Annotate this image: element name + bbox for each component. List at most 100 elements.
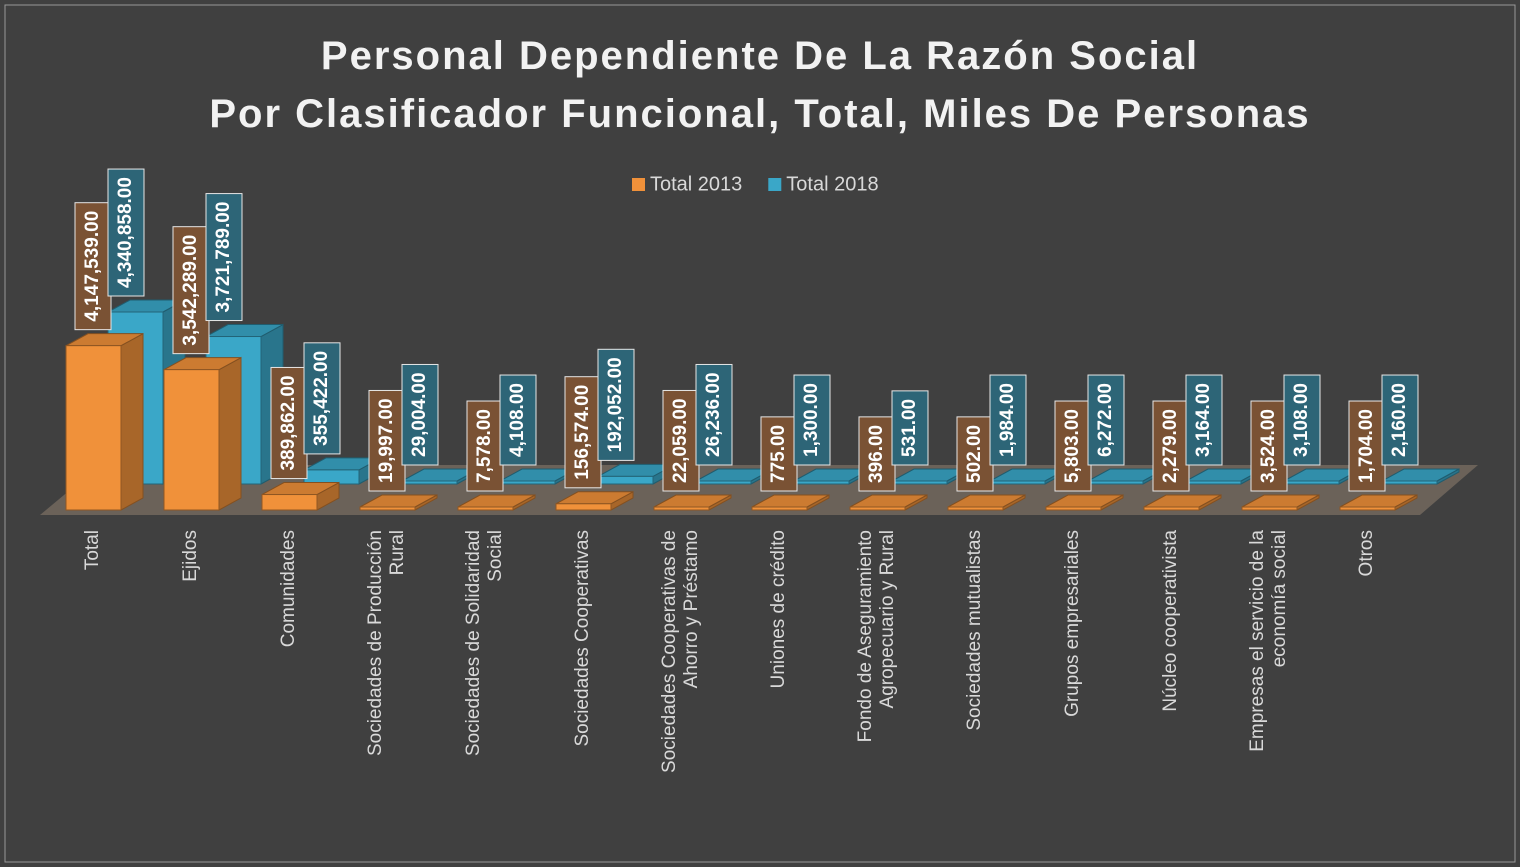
data-label: 531.00 xyxy=(899,399,920,457)
bar xyxy=(695,480,752,485)
data-label: 4,108.00 xyxy=(507,383,528,457)
data-label: 3,542,289.00 xyxy=(180,235,201,346)
data-label: 26,236.00 xyxy=(703,372,724,457)
bar-side xyxy=(120,332,144,511)
data-label-box xyxy=(793,374,831,466)
data-label-box xyxy=(107,168,145,297)
data-label-group: 29,004.00 xyxy=(401,363,439,466)
data-label: 3,108.00 xyxy=(1291,383,1312,457)
bar xyxy=(457,506,514,511)
x-tick-label: Núcleo cooperativista xyxy=(1160,530,1181,712)
data-label-box xyxy=(760,416,798,492)
data-label-group: 3,524.00 xyxy=(1250,400,1288,492)
data-label-group: 775.00 xyxy=(760,416,798,492)
data-label: 7,578.00 xyxy=(474,409,495,483)
data-label: 6,272.00 xyxy=(1095,383,1116,457)
bar xyxy=(793,480,850,485)
data-label-box xyxy=(205,193,243,322)
data-label: 3,721,789.00 xyxy=(213,202,234,313)
data-label: 1,984.00 xyxy=(997,383,1018,457)
data-label-box xyxy=(858,416,896,492)
data-label: 775.00 xyxy=(768,425,789,483)
data-label-group: 4,340,858.00 xyxy=(107,168,145,297)
bar xyxy=(1185,480,1242,485)
x-tick-label: Comunidades xyxy=(278,530,299,647)
bar xyxy=(653,506,710,511)
legend-swatch xyxy=(632,178,645,191)
data-label-group: 1,984.00 xyxy=(989,374,1027,466)
data-label-group: 1,300.00 xyxy=(793,374,831,466)
data-label-group: 3,108.00 xyxy=(1283,374,1321,466)
bar xyxy=(891,480,948,485)
bar xyxy=(1339,506,1396,511)
bar xyxy=(1381,480,1438,485)
bar xyxy=(947,506,1004,511)
bar xyxy=(1283,480,1340,485)
data-label-group: 4,147,539.00 xyxy=(74,202,112,331)
data-label-group: 355,422.00 xyxy=(303,342,341,455)
data-label-box xyxy=(1381,374,1419,466)
data-label-group: 3,721,789.00 xyxy=(205,193,243,322)
bar xyxy=(303,469,360,485)
bar xyxy=(499,480,556,485)
bar xyxy=(1143,506,1200,511)
bar xyxy=(849,506,906,511)
bar xyxy=(401,480,458,485)
legend-label: Total 2013 xyxy=(650,173,742,195)
bar xyxy=(163,369,220,511)
data-label: 192,052.00 xyxy=(605,357,626,452)
data-label: 1,300.00 xyxy=(801,383,822,457)
data-label-box xyxy=(1283,374,1321,466)
data-label-group: 1,704.00 xyxy=(1348,400,1386,492)
x-tick-label: Sociedades de SolidaridadSocial xyxy=(463,530,506,756)
data-label: 29,004.00 xyxy=(409,372,430,457)
bar xyxy=(359,506,416,511)
bar-side xyxy=(218,356,242,511)
x-tick-label: Grupos empresariales xyxy=(1062,530,1083,717)
data-label-group: 531.00 xyxy=(891,390,929,466)
data-label: 3,164.00 xyxy=(1193,383,1214,457)
data-label-group: 2,279.00 xyxy=(1152,400,1190,492)
data-label: 3,524.00 xyxy=(1258,409,1279,483)
x-tick-label: Sociedades Cooperativas deAhorro y Prést… xyxy=(659,530,702,773)
data-label-box xyxy=(956,416,994,492)
data-label-box xyxy=(303,342,341,455)
data-label: 4,340,858.00 xyxy=(115,177,136,288)
bar xyxy=(751,506,808,511)
data-label-box xyxy=(466,400,504,492)
data-label: 2,279.00 xyxy=(1160,409,1181,483)
data-label-box xyxy=(499,374,537,466)
bar xyxy=(1241,506,1298,511)
data-label-box xyxy=(74,202,112,331)
data-label-box xyxy=(1152,400,1190,492)
data-label: 2,160.00 xyxy=(1389,383,1410,457)
data-label-box xyxy=(401,363,439,466)
data-label-group: 4,108.00 xyxy=(499,374,537,466)
x-tick-label: Fondo de AseguramientoAgropecuario y Rur… xyxy=(855,530,898,742)
bar xyxy=(555,503,612,511)
data-label-group: 7,578.00 xyxy=(466,400,504,492)
data-label: 1,704.00 xyxy=(1356,409,1377,483)
data-label-box xyxy=(1185,374,1223,466)
data-label-box xyxy=(1250,400,1288,492)
chart-title: Personal Dependiente De La Razón Social P… xyxy=(209,34,1310,136)
data-label-box xyxy=(662,389,700,492)
data-label: 396.00 xyxy=(866,425,887,483)
x-tick-label: Otros xyxy=(1356,530,1377,576)
data-label-group: 389,862.00 xyxy=(270,366,308,480)
bar xyxy=(597,475,654,485)
x-tick-label: Sociedades mutualistas xyxy=(964,530,985,731)
data-label-group: 22,059.00 xyxy=(662,389,700,492)
bar xyxy=(1087,480,1144,485)
data-label-box xyxy=(1348,400,1386,492)
data-label-group: 3,542,289.00 xyxy=(172,226,210,355)
x-tick-label: Total xyxy=(82,530,103,570)
data-label-box xyxy=(695,363,733,466)
x-tick-label: Ejidos xyxy=(180,530,201,582)
data-label-group: 6,272.00 xyxy=(1087,374,1125,466)
data-label-box xyxy=(564,376,602,489)
data-label: 5,803.00 xyxy=(1062,409,1083,483)
data-label-group: 19,997.00 xyxy=(368,389,406,492)
data-label: 4,147,539.00 xyxy=(82,211,103,322)
